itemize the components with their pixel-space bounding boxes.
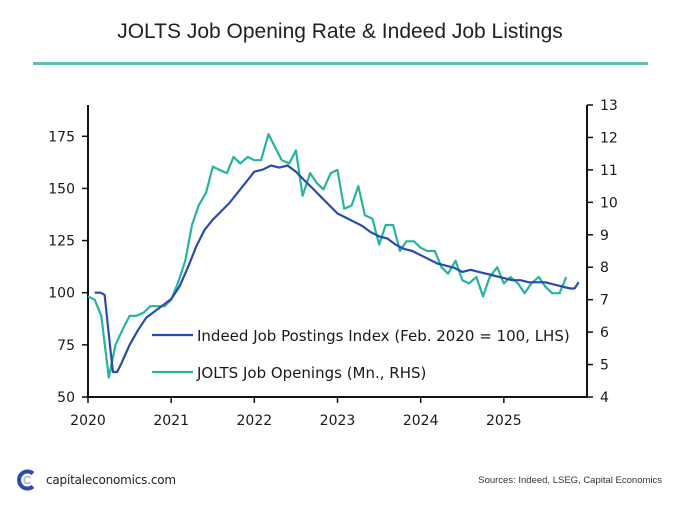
right-y-tick-label: 7 — [600, 293, 609, 309]
right-y-tick-label: 4 — [600, 390, 609, 406]
right-y-tick-label: 10 — [600, 195, 618, 211]
left-y-tick-label: 100 — [48, 286, 75, 302]
legend: Indeed Job Postings Index (Feb. 2020 = 1… — [152, 327, 570, 382]
right-y-tick-label: 12 — [600, 130, 618, 146]
right-y-tick-label: 8 — [600, 260, 609, 276]
legend-label: Indeed Job Postings Index (Feb. 2020 = 1… — [197, 327, 570, 345]
indeed-series-line — [94, 164, 580, 374]
x-tick-label: 2024 — [403, 413, 439, 429]
right-y-tick-label: 13 — [600, 98, 618, 114]
axes: 50 75 100 125 150 175 4 5 6 7 8 9 10 11 12 13 2020 2021 20… — [48, 98, 618, 429]
left-y-tick-label: 50 — [57, 390, 75, 406]
jolts-series-line — [87, 133, 568, 379]
x-tick-label: 2021 — [153, 413, 189, 429]
x-tick-label: 2020 — [70, 413, 106, 429]
left-y-tick-label: 125 — [48, 234, 75, 250]
chart-title: JOLTS Job Opening Rate & Indeed Job List… — [117, 20, 563, 43]
title-underline — [33, 62, 648, 65]
x-tick-label: 2025 — [486, 413, 522, 429]
right-y-tick-label: 11 — [600, 163, 618, 179]
line-chart: 50 75 100 125 150 175 4 5 6 7 8 9 10 11 12 13 2020 2021 20… — [48, 98, 618, 429]
site-link[interactable]: capitaleconomics.com — [46, 473, 176, 487]
right-y-tick-label: 9 — [600, 228, 609, 244]
right-y-tick-label: 6 — [600, 325, 609, 341]
right-y-tick-label: 5 — [600, 358, 609, 374]
x-tick-label: 2022 — [237, 413, 273, 429]
legend-label: JOLTS Job Openings (Mn., RHS) — [196, 364, 426, 382]
sources-note: Sources: Indeed, LSEG, Capital Economics — [478, 475, 662, 486]
x-tick-label: 2023 — [320, 413, 356, 429]
left-y-tick-label: 175 — [48, 129, 75, 145]
left-y-tick-label: 75 — [57, 338, 75, 354]
capital-economics-logo-icon — [17, 469, 35, 491]
left-y-tick-label: 150 — [48, 181, 75, 197]
series-lines — [87, 133, 580, 379]
